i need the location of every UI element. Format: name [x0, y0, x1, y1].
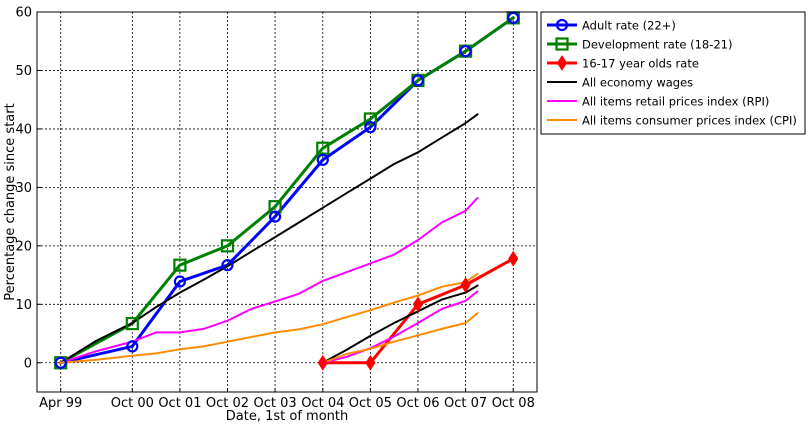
data-point-2 — [317, 354, 328, 371]
data-point-0 — [507, 11, 520, 24]
series-line-7 — [321, 290, 479, 364]
data-point-1 — [316, 141, 330, 155]
x-tick-label: Oct 03 — [253, 396, 296, 411]
plot-frame — [36, 11, 538, 393]
data-point-0 — [54, 356, 67, 369]
data-point-0 — [316, 153, 329, 167]
x-axis-title: Date, 1st of month — [226, 409, 348, 424]
y-tick-label: 60 — [15, 6, 32, 21]
x-tick-label: Oct 00 — [111, 396, 154, 411]
x-tick-label: Oct 08 — [492, 396, 535, 411]
data-point-0 — [459, 45, 472, 58]
data-point-0 — [411, 74, 425, 87]
series-line-1 — [59, 16, 515, 365]
legend-label: Development rate (18-21) — [582, 38, 732, 52]
x-tick-label: Oct 01 — [158, 396, 201, 411]
legend-marker-2 — [556, 55, 568, 71]
data-point-1 — [363, 112, 377, 126]
data-point-2 — [365, 354, 376, 371]
y-tick-label: 20 — [15, 239, 32, 254]
data-point-0 — [173, 275, 186, 288]
y-tick-label: 30 — [15, 181, 32, 196]
data-point-0 — [268, 210, 282, 223]
series-line-4 — [59, 196, 479, 364]
markers-group — [54, 11, 520, 371]
data-point-0 — [126, 340, 139, 353]
legend-marker-0 — [555, 18, 569, 32]
data-point-0 — [221, 259, 234, 272]
y-tick-label: 0 — [24, 356, 32, 371]
legend-label: All items retail prices index (RPI) — [582, 95, 769, 109]
data-point-2 — [460, 277, 471, 293]
legend-label: Adult rate (22+) — [582, 19, 676, 33]
x-tick-label: Oct 05 — [349, 396, 392, 411]
legend-label: All items consumer prices index (CPI) — [582, 114, 797, 128]
data-point-2 — [508, 250, 519, 267]
series-group — [59, 16, 515, 365]
x-tick-label: Oct 07 — [444, 396, 487, 411]
series-line-8 — [321, 312, 479, 364]
x-tick-label: Oct 04 — [301, 396, 344, 411]
y-tick-label: 50 — [15, 64, 32, 79]
y-tick-label: 10 — [15, 298, 32, 313]
legend-label: 16-17 year olds rate — [582, 57, 699, 71]
data-point-2 — [412, 296, 424, 313]
legend-marker-1 — [555, 37, 569, 51]
series-line-6 — [321, 284, 479, 364]
series-line-3 — [59, 113, 479, 364]
legend: Adult rate (22+) Development rate (18-21)… — [540, 11, 806, 135]
ticks: Apr 99 Oct 00 Oct 01 Oct 02 Oct 03 Oct 04 Oct … — [15, 6, 534, 412]
data-point-1 — [125, 317, 139, 331]
y-axis-title: Percentage change since start — [3, 103, 18, 300]
legend-box — [540, 11, 806, 135]
data-point-1 — [220, 239, 235, 253]
y-tick-label: 40 — [15, 122, 32, 137]
x-tick-label: Oct 02 — [206, 396, 249, 411]
data-point-0 — [364, 121, 377, 134]
legend-label: All economy wages — [582, 76, 693, 90]
x-tick-label: Apr 99 — [39, 396, 82, 411]
data-point-1 — [173, 258, 187, 272]
series-line-5 — [59, 272, 479, 364]
x-tick-label: Oct 06 — [396, 396, 439, 411]
